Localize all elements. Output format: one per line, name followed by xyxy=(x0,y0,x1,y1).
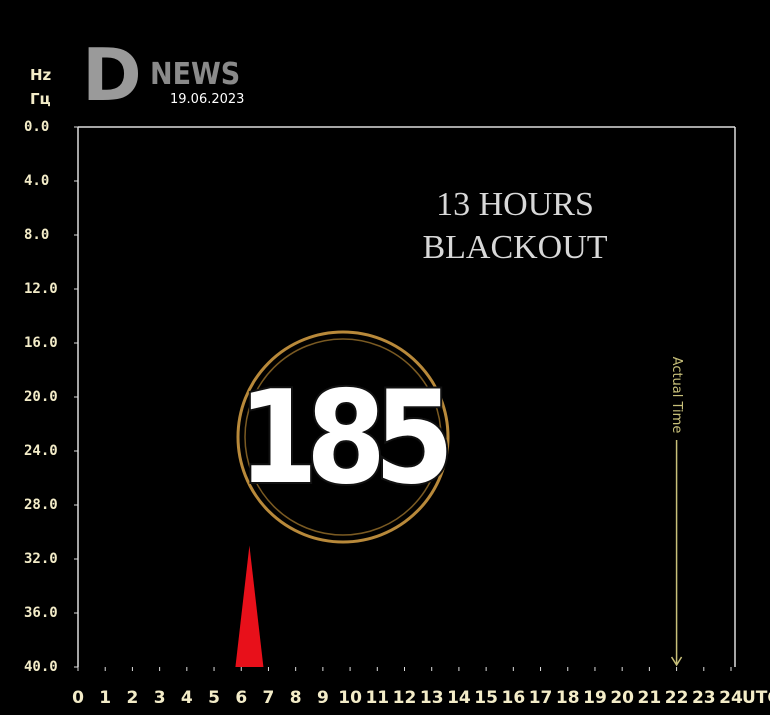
actual-time-label: Actual Time xyxy=(669,357,684,434)
x-tick-label: 1 xyxy=(99,688,111,708)
x-tick-label: 23 xyxy=(692,688,716,708)
headline: 13 HOURS xyxy=(436,186,594,223)
x-tick-label: 5 xyxy=(208,688,220,708)
badge-number: 185 xyxy=(238,364,447,513)
y-tick-label: 16.0 xyxy=(24,335,58,351)
x-tick-label: 3 xyxy=(154,688,166,708)
x-tick-label: 9 xyxy=(317,688,329,708)
x-tick-label: 19 xyxy=(583,688,607,708)
x-tick-label: 11 xyxy=(365,688,389,708)
y-tick-label: 40.0 xyxy=(24,659,58,675)
badge-ring xyxy=(244,338,442,536)
y-tick-label: 36.0 xyxy=(24,605,58,621)
x-tick-label: 17 xyxy=(529,688,553,708)
y-label-alt: Гц xyxy=(30,90,51,108)
y-tick-label: 28.0 xyxy=(24,497,58,513)
logo-word: NEWS xyxy=(150,57,240,92)
x-unit: UTC xyxy=(742,688,770,708)
actual-time-arrow xyxy=(670,656,683,667)
x-tick-label: 13 xyxy=(420,688,444,708)
headline: BLACKOUT xyxy=(422,229,607,266)
x-tick-label: 24 xyxy=(719,688,743,708)
badge: 185 xyxy=(236,330,461,544)
y-tick-label: 20.0 xyxy=(24,389,58,405)
y-tick-label: 24.0 xyxy=(24,443,58,459)
x-tick-label: 20 xyxy=(610,688,634,708)
x-tick-label: 12 xyxy=(393,688,417,708)
y-tick-label: 4.0 xyxy=(24,173,49,189)
x-tick-label: 16 xyxy=(501,688,525,708)
logo-letter: D xyxy=(82,33,142,117)
x-tick-label: 21 xyxy=(638,688,662,708)
x-tick-label: 6 xyxy=(235,688,247,708)
badge-ring xyxy=(236,330,450,544)
x-tick-label: 22 xyxy=(665,688,689,708)
logo: D NEWS xyxy=(82,33,240,117)
x-tick-label: 0 xyxy=(72,688,84,708)
x-tick-label: 4 xyxy=(181,688,193,708)
x-tick-label: 18 xyxy=(556,688,580,708)
date: 19.06.2023 xyxy=(170,92,244,107)
x-tick-label: 10 xyxy=(338,688,362,708)
spike xyxy=(235,545,264,667)
x-tick-label: 15 xyxy=(474,688,498,708)
y-label: Hz xyxy=(30,66,52,84)
x-tick-label: 8 xyxy=(290,688,302,708)
y-tick-label: 12.0 xyxy=(24,281,58,297)
y-tick-label: 32.0 xyxy=(24,551,58,567)
y-tick-label: 0.0 xyxy=(24,119,49,135)
x-tick-label: 7 xyxy=(263,688,275,708)
x-tick-label: 2 xyxy=(126,688,138,708)
x-tick-label: 14 xyxy=(447,688,471,708)
y-tick-label: 8.0 xyxy=(24,227,49,243)
